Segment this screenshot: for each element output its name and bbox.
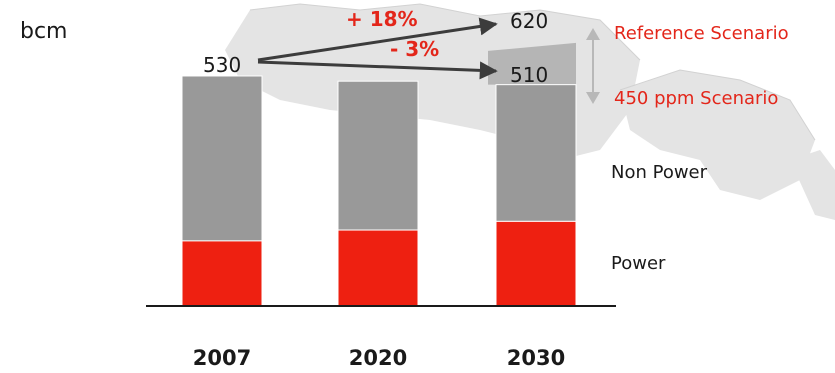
x-tick-label-2020: 2020 [349, 346, 407, 370]
end-value-reference: 620 [510, 9, 548, 33]
series-label-non-power: Non Power [611, 162, 708, 183]
bar-power-2030 [495, 220, 577, 307]
series-label-power: Power [611, 253, 666, 274]
end-value-450ppm: 510 [510, 63, 548, 87]
arrow-reference-change [257, 17, 498, 62]
unit-label: bcm [20, 19, 68, 44]
bar-power-2007 [181, 240, 263, 307]
bar-non-power-2020 [337, 80, 419, 231]
scenario-arrow-down [586, 92, 600, 104]
x-tick-label-2030: 2030 [507, 346, 565, 370]
bar-non-power-2030 [495, 84, 577, 222]
x-tick-label-2007: 2007 [193, 346, 251, 370]
change-label-450ppm: - 3% [390, 37, 439, 61]
scenario-arrow-up [586, 28, 600, 40]
bar-power-2020 [337, 229, 419, 307]
reference-scenario-band [488, 42, 576, 85]
bar-non-power-2007 [181, 75, 263, 242]
change-label-reference: + 18% [346, 7, 418, 31]
scenario-label-450ppm: 450 ppm Scenario [614, 88, 778, 109]
scenario-label-reference: Reference Scenario [614, 23, 789, 44]
plot-area: 2007 2020 2030 bcm 530 + 18% - 3% 620 510 Referen… [20, 7, 789, 370]
start-value-label: 530 [203, 53, 241, 77]
arrow-450ppm-change [257, 60, 498, 80]
